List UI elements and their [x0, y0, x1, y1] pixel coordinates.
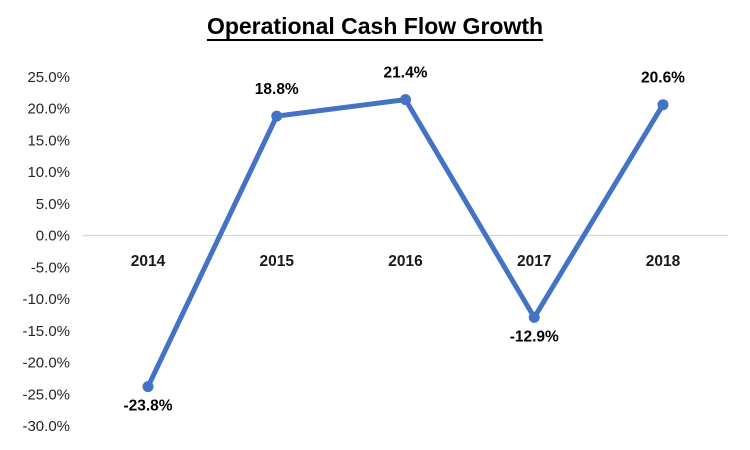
x-category-label: 2017 [517, 253, 551, 270]
y-tick-label: 0.0% [36, 228, 70, 245]
y-tick-label: -15.0% [22, 323, 70, 340]
x-category-label: 2018 [646, 253, 681, 270]
y-tick-label: -5.0% [31, 259, 70, 276]
chart-title-text: Operational Cash Flow Growth [206, 13, 544, 39]
data-label: -23.8% [123, 398, 172, 415]
data-point [400, 94, 411, 106]
y-tick-label: -25.0% [22, 386, 70, 403]
data-point [142, 381, 154, 393]
series-line [145, 97, 666, 390]
data-point [528, 311, 540, 323]
x-category-label: 2015 [260, 253, 295, 270]
x-category-label: 2014 [131, 253, 166, 270]
y-tick-label: -30.0% [22, 418, 70, 435]
data-label: 18.8% [255, 81, 299, 98]
y-tick-label: 10.0% [27, 164, 70, 181]
data-label: 21.4% [384, 65, 428, 82]
y-tick-label: -10.0% [22, 291, 70, 308]
x-category-label: 2016 [388, 253, 423, 270]
y-tick-label: 15.0% [27, 132, 70, 149]
data-label: -12.9% [510, 328, 559, 345]
data-point [271, 110, 283, 122]
chart-title: Operational Cash Flow Growth [0, 13, 750, 40]
y-tick-label: 20.0% [27, 101, 70, 118]
data-point [657, 99, 669, 111]
data-label: 20.6% [641, 70, 685, 87]
y-tick-label: 25.0% [27, 69, 70, 86]
y-tick-label: -20.0% [22, 355, 70, 372]
y-tick-label: 5.0% [36, 196, 70, 213]
